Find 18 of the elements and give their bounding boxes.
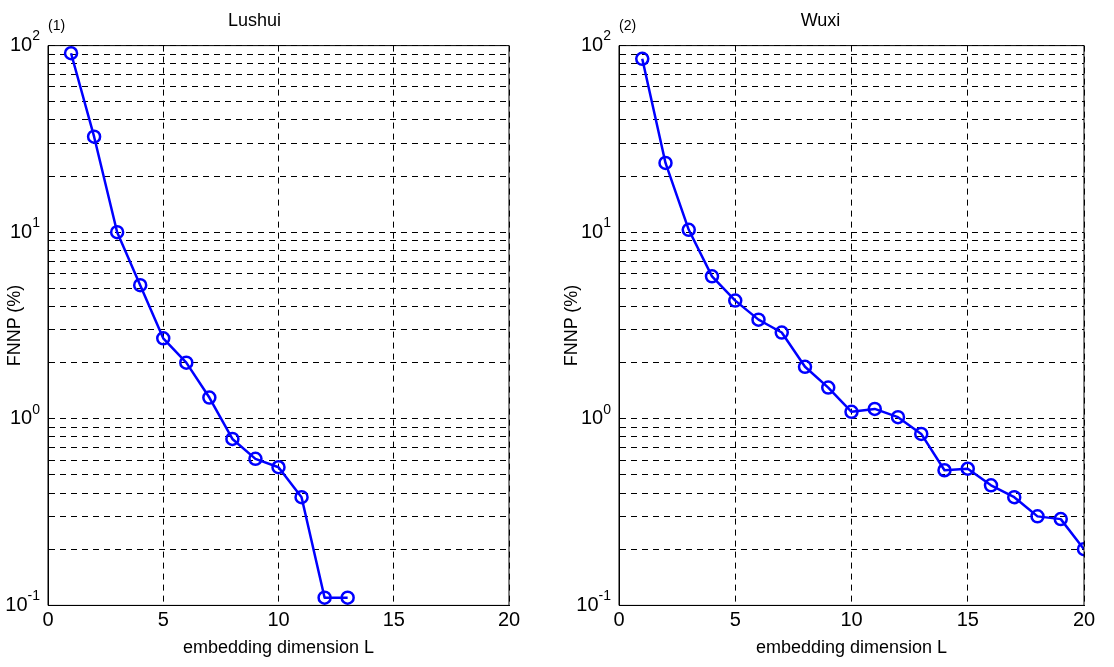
x-tick-label: 0 [613,607,625,630]
x-tick-label: 5 [157,607,169,630]
x-tick-label: 15 [956,607,979,630]
y-axis-title: FNNP (%) [3,284,24,367]
x-tick-label: 0 [42,607,54,630]
text: (2) [619,17,637,34]
y-axis-title: FNNP (%) [560,284,581,367]
x-axis-title: embedding dimension L [182,637,375,658]
x-tick-label: 15 [382,607,405,630]
x-tick-label: 10 [840,607,863,630]
chart-title: Wuxi [800,9,841,30]
x-axis-title: embedding dimension L [755,637,948,658]
x-tick-label: 5 [729,607,741,630]
text: (1) [48,17,66,34]
x-tick-label: 20 [497,607,521,630]
x-tick-label: 10 [267,607,290,630]
x-tick-label: 20 [1072,607,1096,630]
chart-title: Lushui [227,9,282,30]
